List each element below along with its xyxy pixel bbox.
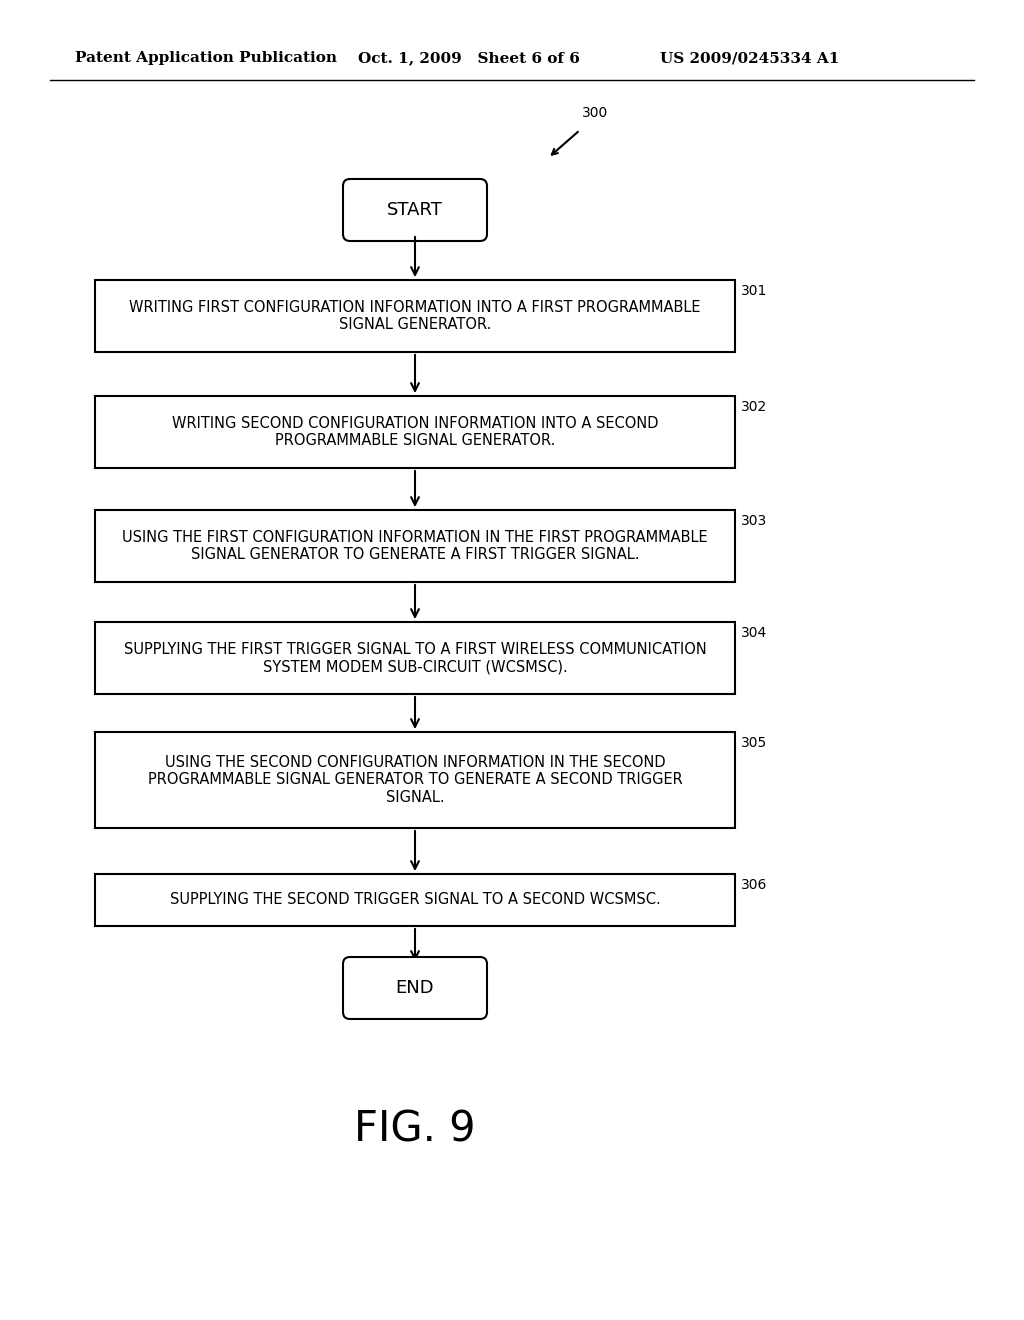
Text: 303: 303 — [741, 513, 767, 528]
Bar — [95, 874, 735, 927]
Text: 302: 302 — [741, 400, 767, 414]
Text: Oct. 1, 2009   Sheet 6 of 6: Oct. 1, 2009 Sheet 6 of 6 — [358, 51, 580, 65]
Text: US 2009/0245334 A1: US 2009/0245334 A1 — [660, 51, 840, 65]
Text: 300: 300 — [582, 106, 608, 120]
Bar — [95, 396, 735, 469]
Text: USING THE SECOND CONFIGURATION INFORMATION IN THE SECOND
PROGRAMMABLE SIGNAL GEN: USING THE SECOND CONFIGURATION INFORMATI… — [147, 755, 682, 805]
Text: FIG. 9: FIG. 9 — [354, 1109, 476, 1151]
Text: END: END — [395, 979, 434, 997]
Bar — [95, 280, 735, 352]
Text: 301: 301 — [741, 284, 767, 298]
Text: WRITING SECOND CONFIGURATION INFORMATION INTO A SECOND
PROGRAMMABLE SIGNAL GENER: WRITING SECOND CONFIGURATION INFORMATION… — [172, 416, 658, 449]
Bar — [95, 733, 735, 828]
Bar — [95, 510, 735, 582]
Text: 306: 306 — [741, 878, 767, 892]
Text: Patent Application Publication: Patent Application Publication — [75, 51, 337, 65]
Text: 304: 304 — [741, 626, 767, 640]
Text: WRITING FIRST CONFIGURATION INFORMATION INTO A FIRST PROGRAMMABLE
SIGNAL GENERAT: WRITING FIRST CONFIGURATION INFORMATION … — [129, 300, 700, 333]
Text: USING THE FIRST CONFIGURATION INFORMATION IN THE FIRST PROGRAMMABLE
SIGNAL GENER: USING THE FIRST CONFIGURATION INFORMATIO… — [122, 529, 708, 562]
FancyBboxPatch shape — [343, 180, 487, 242]
Text: SUPPLYING THE SECOND TRIGGER SIGNAL TO A SECOND WCSMSC.: SUPPLYING THE SECOND TRIGGER SIGNAL TO A… — [170, 892, 660, 908]
Text: START: START — [387, 201, 443, 219]
Text: 305: 305 — [741, 737, 767, 750]
Text: SUPPLYING THE FIRST TRIGGER SIGNAL TO A FIRST WIRELESS COMMUNICATION
SYSTEM MODE: SUPPLYING THE FIRST TRIGGER SIGNAL TO A … — [124, 642, 707, 675]
FancyBboxPatch shape — [343, 957, 487, 1019]
Bar — [95, 622, 735, 694]
